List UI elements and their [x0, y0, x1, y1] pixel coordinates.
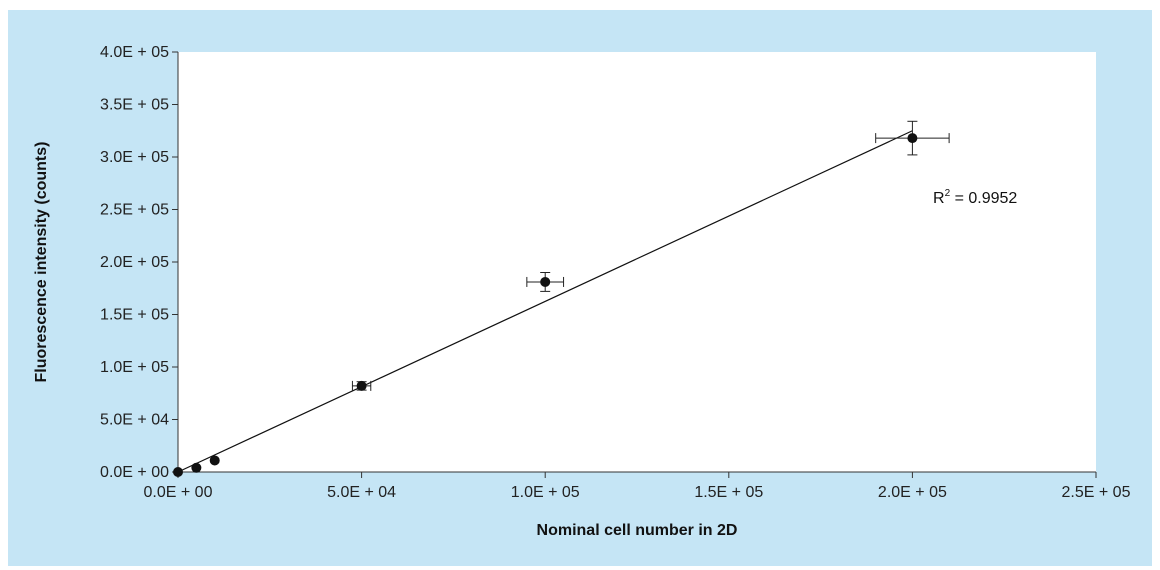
x-tick-label: 1.0E + 05 — [511, 484, 580, 501]
linear-fit-line — [177, 130, 913, 473]
r2-value: = 0.9952 — [950, 190, 1017, 207]
y-tick-label: 4.0E + 05 — [100, 44, 169, 61]
y-tick-label: 3.5E + 05 — [100, 97, 169, 114]
ticks: 0.0E + 00 5.0E + 04 1.0E + 05 1.5E + 05 2.0E… — [100, 44, 1131, 501]
data-points — [173, 120, 950, 477]
x-axis-title: Nominal cell number in 2D — [537, 522, 738, 539]
data-point — [209, 455, 220, 466]
y-axis-title: Fluorescence intensity (counts) — [33, 142, 50, 383]
fit-line-group — [177, 130, 913, 473]
y-tick-label: 3.0E + 05 — [100, 149, 169, 166]
y-tick-label: 2.0E + 05 — [100, 254, 169, 271]
r-squared-annotation: R2 = 0.9952 — [933, 188, 1017, 207]
r2-superscript: 2 — [945, 188, 951, 199]
data-point — [907, 133, 918, 144]
y-tick-label: 0.0E + 00 — [100, 464, 169, 481]
data-point — [540, 276, 551, 287]
data-point — [356, 380, 367, 391]
data-point — [173, 467, 183, 477]
chart-svg: 0.0E + 00 5.0E + 04 1.0E + 05 1.5E + 05 2.0E… — [33, 44, 1131, 539]
data-point — [191, 462, 202, 473]
x-tick-label: 2.5E + 05 — [1062, 484, 1131, 501]
x-tick-label: 5.0E + 04 — [327, 484, 396, 501]
plot-area — [178, 52, 1096, 472]
y-tick-label: 1.5E + 05 — [100, 307, 169, 324]
x-tick-label: 0.0E + 00 — [144, 484, 213, 501]
y-tick-label: 2.5E + 05 — [100, 202, 169, 219]
y-tick-label: 1.0E + 05 — [100, 359, 169, 376]
chart-frame: 0.0E + 00 5.0E + 04 1.0E + 05 1.5E + 05 2.0E… — [8, 10, 1152, 566]
r2-base: R — [933, 190, 945, 207]
x-tick-label: 2.0E + 05 — [878, 484, 947, 501]
x-tick-label: 1.5E + 05 — [694, 484, 763, 501]
y-tick-label: 5.0E + 04 — [100, 412, 169, 429]
